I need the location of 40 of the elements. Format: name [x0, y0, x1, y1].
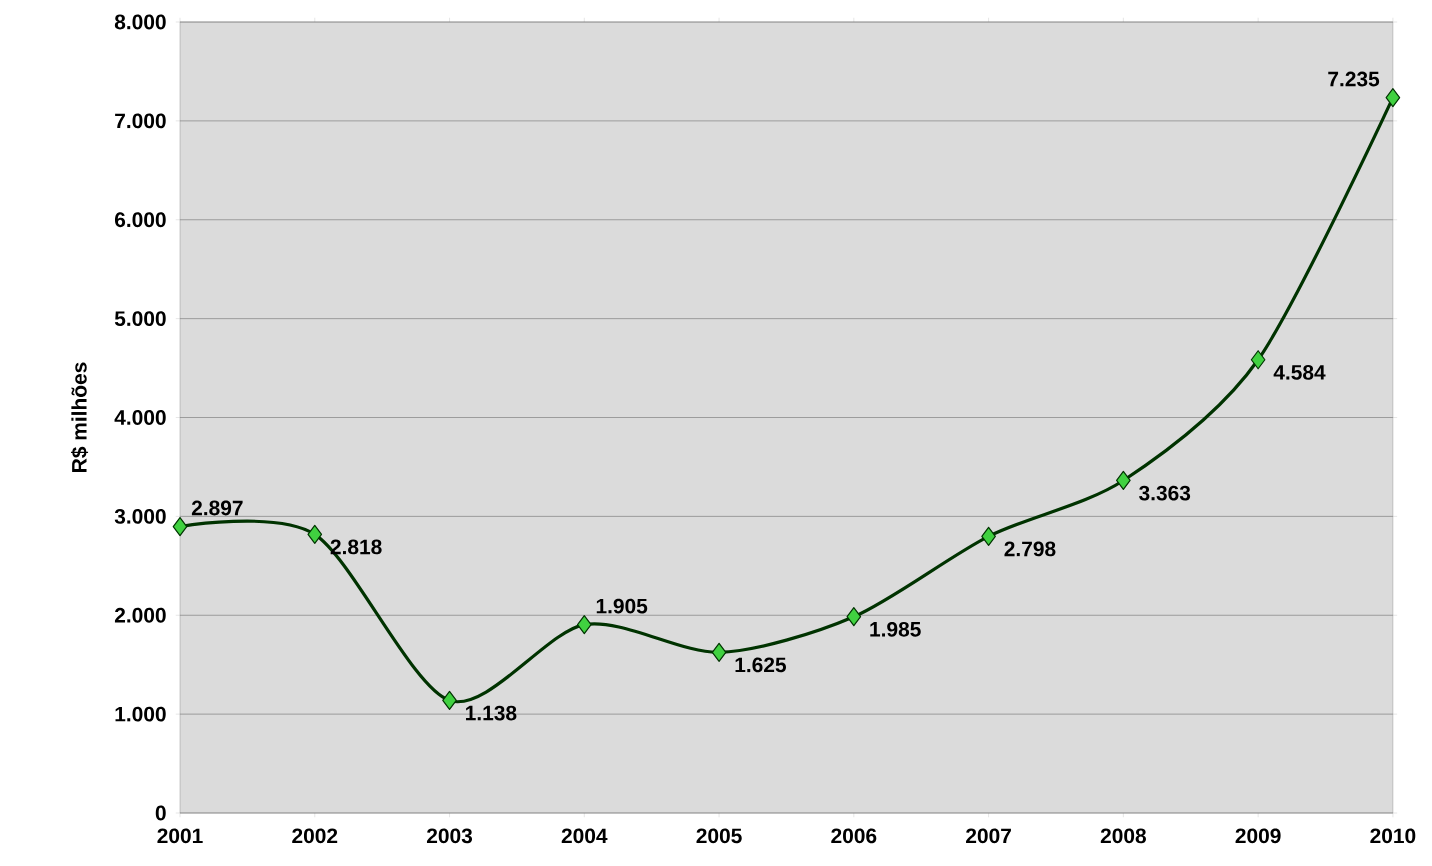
y-tick-label: 8.000 [114, 14, 166, 30]
x-tick-label: 2009 [1235, 828, 1281, 844]
x-tick-label: 2004 [561, 828, 608, 844]
y-tick-label: 1.000 [115, 706, 166, 722]
data-label: 2.798 [1004, 541, 1056, 557]
point [1385, 88, 1401, 108]
data-label: 4.584 [1273, 364, 1326, 380]
data-label: 1.985 [870, 621, 921, 637]
point [1116, 470, 1131, 491]
y-axis-title: R$ milhões [70, 362, 89, 472]
x-tick-label: 2001 [157, 828, 203, 844]
y-tick-label: 5.000 [114, 311, 166, 327]
y-tick-label: 4.000 [114, 410, 166, 425]
data-label: 1.625 [735, 657, 786, 673]
x-tick-label: 2002 [292, 828, 338, 844]
point [711, 642, 727, 662]
x-tick-label: 2006 [831, 828, 877, 844]
point [1250, 350, 1266, 370]
point [576, 615, 592, 635]
x-tick-label: 2010 [1370, 828, 1416, 844]
y-tick-label: 3.000 [114, 508, 166, 524]
y-tick-label: 6.000 [114, 212, 166, 228]
data-label: 1.138 [466, 705, 517, 721]
data-label: 7.235 [1328, 71, 1380, 87]
y-tick-label: 2.000 [114, 607, 166, 623]
data-label: 1.905 [596, 598, 648, 614]
data-label: 3.363 [1139, 485, 1191, 501]
point [172, 516, 188, 537]
point [981, 526, 996, 546]
y-tick-label: 0 [155, 805, 166, 821]
x-tick-label: 2005 [696, 828, 742, 844]
point [846, 607, 862, 627]
data-label: 2.897 [191, 500, 243, 516]
point [307, 524, 323, 544]
x-tick-label: 2003 [426, 828, 473, 844]
y-tick-label: 7.000 [115, 113, 166, 129]
x-tick-label: 2008 [1100, 828, 1146, 844]
data-label: 2.818 [330, 539, 382, 555]
x-tick-label: 2007 [966, 828, 1011, 844]
point [442, 690, 457, 711]
